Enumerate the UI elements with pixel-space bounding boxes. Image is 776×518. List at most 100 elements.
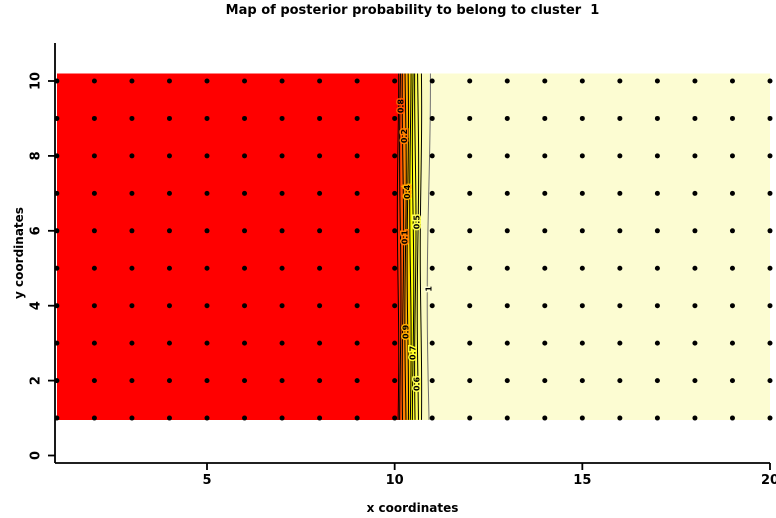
grid-point xyxy=(354,265,360,271)
grid-point xyxy=(654,378,660,384)
grid-point xyxy=(317,115,323,121)
grid-point xyxy=(654,78,660,84)
contour-line xyxy=(396,73,400,420)
heat-band xyxy=(415,73,418,420)
grid-point xyxy=(579,265,585,271)
grid-point xyxy=(504,265,510,271)
grid-point xyxy=(542,78,548,84)
grid-point xyxy=(542,190,548,196)
grid-point xyxy=(617,190,623,196)
grid-point xyxy=(279,228,285,234)
grid-point xyxy=(91,265,97,271)
grid-point xyxy=(354,115,360,121)
grid-point xyxy=(654,265,660,271)
grid-point xyxy=(729,190,735,196)
grid-point xyxy=(467,415,473,421)
grid-point xyxy=(467,340,473,346)
heat-band xyxy=(413,73,416,420)
contour-line xyxy=(409,73,412,420)
grid-point xyxy=(129,265,135,271)
grid-point xyxy=(654,153,660,159)
contour-line xyxy=(404,73,407,420)
grid-point xyxy=(654,115,660,121)
grid-point xyxy=(129,190,135,196)
grid-point xyxy=(767,78,773,84)
contour-label: 0.9 xyxy=(401,324,410,339)
grid-point xyxy=(279,190,285,196)
grid-point xyxy=(166,228,172,234)
grid-point xyxy=(692,265,698,271)
grid-point xyxy=(729,265,735,271)
heat-band xyxy=(428,73,770,420)
grid-point xyxy=(654,228,660,234)
grid-point xyxy=(654,303,660,309)
grid-point xyxy=(354,228,360,234)
grid-point xyxy=(504,340,510,346)
grid-point xyxy=(504,190,510,196)
grid-point xyxy=(279,340,285,346)
grid-point xyxy=(317,415,323,421)
grid-point xyxy=(467,228,473,234)
contour-line xyxy=(414,73,417,420)
grid-point xyxy=(429,340,435,346)
grid-point xyxy=(129,115,135,121)
grid-point xyxy=(654,340,660,346)
heat-band xyxy=(56,73,399,420)
grid-point xyxy=(317,190,323,196)
contour-label: 0.6 xyxy=(412,376,421,391)
grid-point xyxy=(504,228,510,234)
grid-point xyxy=(279,378,285,384)
grid-point xyxy=(166,153,172,159)
grid-point xyxy=(317,78,323,84)
grid-point xyxy=(542,340,548,346)
grid-point xyxy=(692,153,698,159)
y-tick-label: 8 xyxy=(29,151,44,160)
contour-label: 0.1 xyxy=(400,230,409,245)
grid-point xyxy=(91,378,97,384)
grid-point xyxy=(729,303,735,309)
grid-point xyxy=(429,303,435,309)
grid-point xyxy=(392,415,398,421)
grid-point xyxy=(166,190,172,196)
grid-point xyxy=(579,153,585,159)
grid-point xyxy=(429,415,435,421)
grid-point xyxy=(542,303,548,309)
grid-point xyxy=(166,115,172,121)
grid-point xyxy=(204,115,210,121)
grid-point xyxy=(242,415,248,421)
grid-point xyxy=(692,228,698,234)
grid-point xyxy=(392,340,398,346)
grid-point xyxy=(129,153,135,159)
grid-point xyxy=(166,415,172,421)
grid-point xyxy=(729,340,735,346)
contour-label: 0.7 xyxy=(409,346,418,360)
heat-band xyxy=(400,73,403,420)
contour-line xyxy=(406,73,410,420)
grid-point xyxy=(542,265,548,271)
grid-point xyxy=(91,415,97,421)
grid-point xyxy=(767,303,773,309)
grid-point xyxy=(242,153,248,159)
grid-point xyxy=(729,228,735,234)
grid-point xyxy=(91,153,97,159)
grid-point xyxy=(166,340,172,346)
grid-point xyxy=(467,190,473,196)
grid-point xyxy=(317,265,323,271)
grid-point xyxy=(729,115,735,121)
grid-point xyxy=(467,378,473,384)
heat-band xyxy=(420,73,429,420)
grid-point xyxy=(617,115,623,121)
grid-point xyxy=(429,78,435,84)
grid-point xyxy=(204,265,210,271)
grid-point xyxy=(242,265,248,271)
grid-point xyxy=(654,190,660,196)
grid-point xyxy=(767,340,773,346)
grid-point xyxy=(467,78,473,84)
y-tick-label: 2 xyxy=(29,376,44,385)
grid-point xyxy=(504,415,510,421)
grid-point xyxy=(579,78,585,84)
x-tick-label: 20 xyxy=(761,473,776,488)
grid-point xyxy=(504,78,510,84)
